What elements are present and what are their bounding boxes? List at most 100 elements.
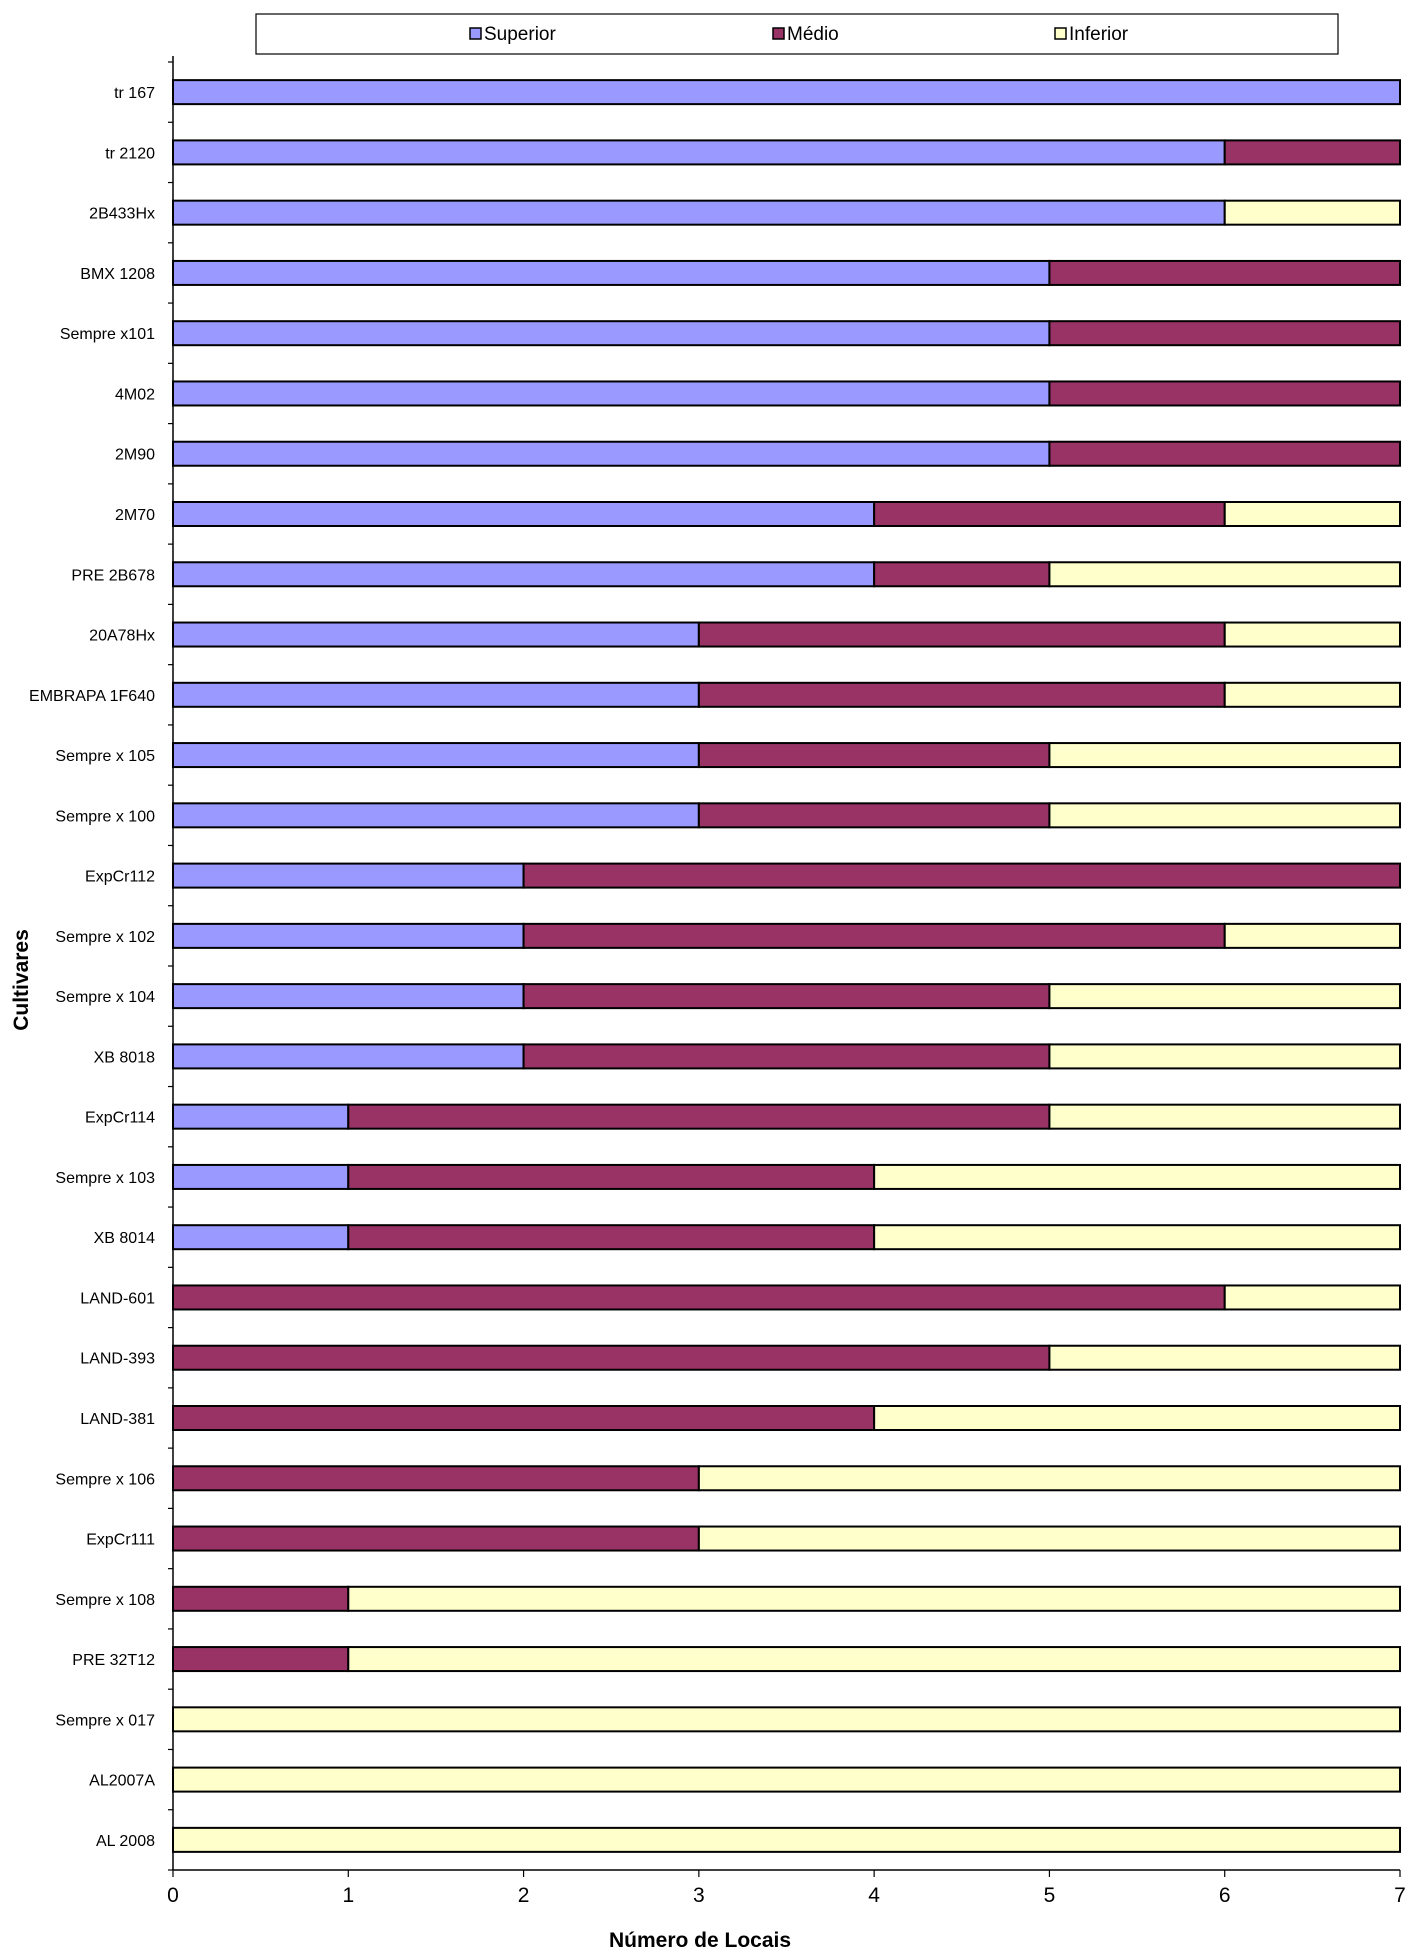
y-tick-label: PRE 32T12 [72, 1652, 155, 1669]
bars [172, 79, 1402, 1853]
x-tick-label: 1 [342, 1884, 354, 1907]
bar-4m02-superior [172, 380, 1051, 407]
y-tick-label: BMX 1208 [80, 266, 155, 283]
y-tick-label: 2B433Hx [89, 206, 155, 223]
bar-pre-32t12-medio [172, 1646, 350, 1673]
axes [168, 56, 1401, 1877]
bar-xb-8018-inferior [1048, 1043, 1402, 1070]
bar-sempre-x101-medio [1048, 320, 1402, 347]
legend-label-superior: Superior [484, 24, 556, 45]
legend-swatch-superior [469, 27, 482, 40]
bar-expcr112-medio [522, 862, 1401, 889]
bar-2m90-medio [1048, 440, 1402, 467]
y-tick-label: XB 8018 [94, 1049, 155, 1066]
y-tick-label: Sempre x101 [60, 326, 155, 343]
legend: Superior Médio Inferior [255, 13, 1339, 55]
bar-pre-2b678-superior [172, 561, 876, 588]
y-tick-label: tr 167 [114, 85, 155, 102]
bar-sempre-x-103-medio [347, 1163, 876, 1190]
x-tick-label: 0 [167, 1884, 179, 1907]
bar-sempre-x-108-inferior [347, 1585, 1401, 1612]
legend-label-inferior: Inferior [1069, 24, 1129, 45]
bar-2m70-inferior [1223, 501, 1401, 527]
bar-sempre-x-105-superior [172, 742, 700, 769]
bar-expcr111-inferior [697, 1525, 1401, 1552]
bar-land-601-inferior [1223, 1284, 1401, 1311]
bar-sempre-x-104-superior [172, 983, 525, 1010]
bar-4m02-medio [1048, 380, 1402, 407]
bar-20a78hx-inferior [1223, 621, 1401, 648]
bar-xb-8014-inferior [873, 1224, 1401, 1251]
bar-embrapa-1f640-superior [172, 681, 700, 708]
bar-sempre-x-102-inferior [1223, 922, 1401, 949]
bar-tr-2120-medio [1223, 139, 1401, 166]
bar-pre-32t12-inferior [347, 1646, 1401, 1673]
legend-label-medio: Médio [787, 24, 839, 45]
bar-embrapa-1f640-inferior [1223, 681, 1401, 708]
y-tick-label: Sempre x 100 [55, 808, 155, 825]
labels: tr 167 tr 2120 2B433Hx BMX 1208 Sempre x101 4… [29, 85, 1406, 1907]
y-tick-label: 4M02 [115, 386, 155, 403]
bar-xb-8014-medio [347, 1224, 876, 1251]
bar-expcr111-medio [172, 1525, 700, 1552]
y-tick-label: 20A78Hx [89, 628, 155, 645]
y-tick-label: PRE 2B678 [71, 567, 155, 584]
x-axis-title: Número de Locais [609, 1929, 791, 1952]
y-tick-label: 2M70 [115, 507, 155, 524]
y-tick-label: Sempre x 103 [55, 1170, 155, 1187]
bar-2m90-superior [172, 440, 1051, 467]
bar-pre-2b678-medio [873, 561, 1051, 588]
x-tick-label: 7 [1394, 1884, 1406, 1907]
bar-expcr114-superior [172, 1103, 350, 1130]
bar-sempre-x-103-superior [172, 1163, 350, 1190]
bar-land-381-medio [172, 1405, 876, 1431]
y-tick-label: Sempre x 108 [55, 1592, 155, 1609]
y-tick-label: LAND-381 [80, 1411, 155, 1428]
y-tick-label: Sempre x 104 [55, 989, 155, 1006]
bar-pre-2b678-inferior [1048, 561, 1402, 588]
bar-land-393-medio [172, 1344, 1051, 1371]
y-tick-label: LAND-393 [80, 1351, 155, 1368]
bar-xb-8018-medio [522, 1043, 1051, 1070]
x-tick-label: 2 [518, 1884, 530, 1907]
x-tick-label: 5 [1044, 1884, 1056, 1907]
bar-sempre-x-103-inferior [873, 1163, 1401, 1190]
y-tick-label: Sempre x 105 [55, 748, 155, 765]
bar-land-601-medio [172, 1284, 1226, 1311]
bar-xb-8014-superior [172, 1224, 350, 1251]
y-tick-label: LAND-601 [80, 1290, 155, 1307]
bar-2m70-superior [172, 501, 876, 527]
bar-sempre-x-106-inferior [697, 1465, 1401, 1492]
x-tick-label: 4 [868, 1884, 880, 1907]
bar-2b433hx-superior [172, 199, 1226, 226]
bar-bmx-1208-medio [1048, 259, 1402, 286]
bar-land-393-inferior [1048, 1344, 1402, 1371]
y-tick-label: ExpCr111 [86, 1532, 155, 1549]
bar-tr-167-superior [172, 79, 1401, 106]
bar-sempre-x-100-superior [172, 802, 700, 829]
bar-tr-2120-superior [172, 139, 1226, 166]
bar-land-381-inferior [873, 1405, 1401, 1431]
bar-al-2008-inferior [172, 1826, 1401, 1853]
bar-sempre-x-108-medio [172, 1585, 350, 1612]
y-tick-label: Sempre x 106 [55, 1471, 155, 1488]
bar-sempre-x-104-inferior [1048, 983, 1402, 1010]
y-tick-label: AL2007A [89, 1773, 155, 1790]
x-tick-label: 3 [693, 1884, 705, 1907]
bar-20a78hx-medio [697, 621, 1226, 648]
y-tick-label: ExpCr114 [85, 1110, 155, 1127]
x-tick-label: 6 [1219, 1884, 1231, 1907]
bar-sempre-x-017-inferior [172, 1706, 1401, 1733]
legend-swatch-medio [772, 27, 785, 40]
legend-box [255, 13, 1339, 55]
bar-sempre-x-102-superior [172, 922, 525, 949]
y-tick-label: Sempre x 102 [55, 929, 155, 946]
y-tick-label: XB 8014 [94, 1230, 155, 1247]
bar-embrapa-1f640-medio [697, 681, 1226, 708]
bar-xb-8018-superior [172, 1043, 525, 1070]
bar-sempre-x-104-medio [522, 983, 1051, 1010]
y-axis-title: Cultivares [10, 929, 33, 1031]
y-tick-label: ExpCr112 [85, 869, 155, 886]
